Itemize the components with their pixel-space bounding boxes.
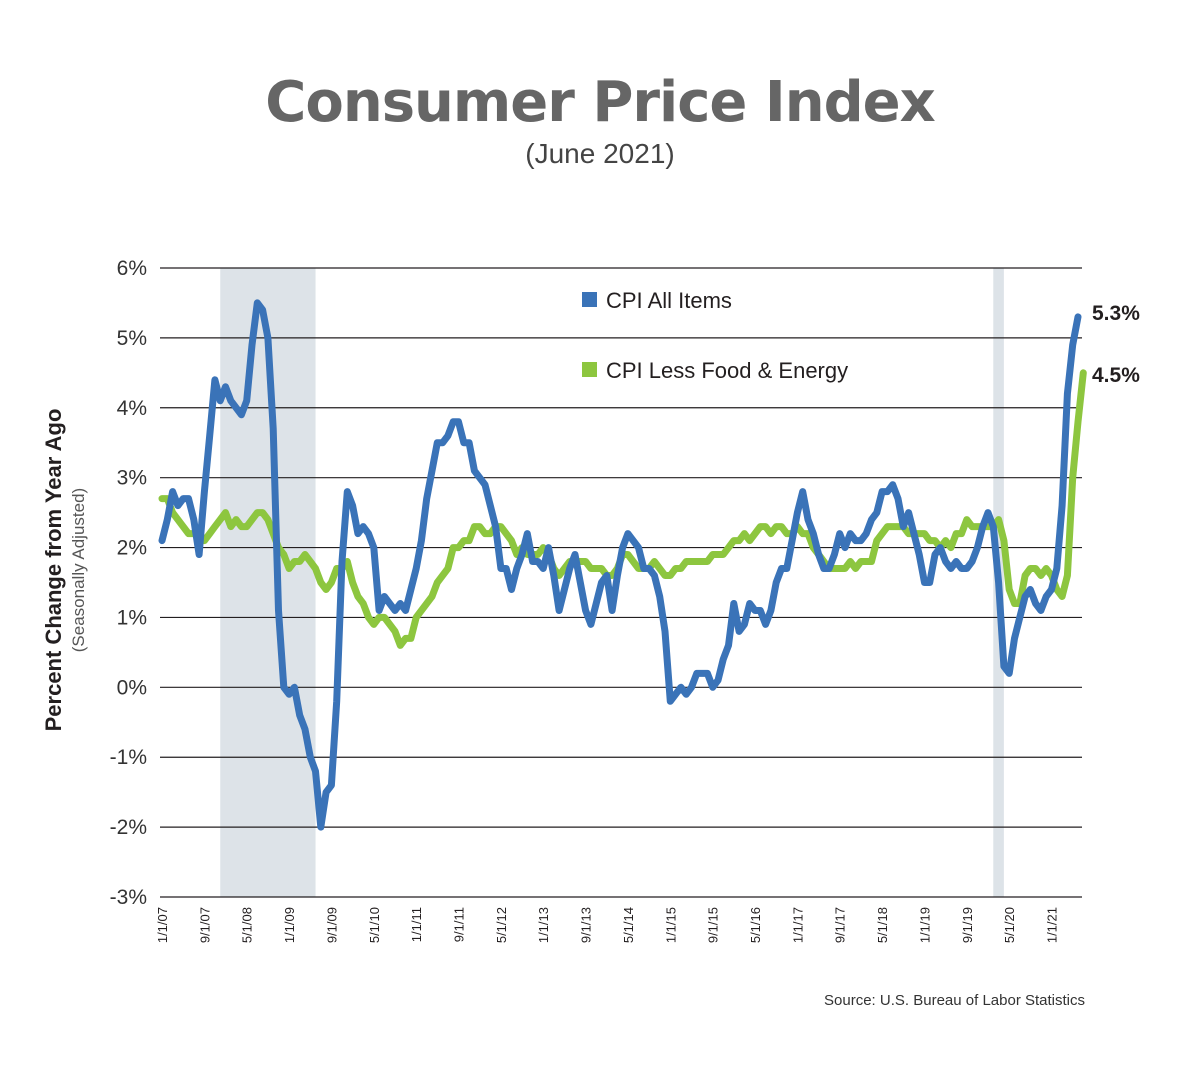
y-tick-label: 6% (117, 257, 147, 280)
legend-swatch-core (582, 362, 597, 377)
x-tick-label: 5/1/12 (494, 907, 509, 943)
x-tick-label: 5/1/18 (875, 907, 890, 943)
chart-title: Consumer Price Index (265, 70, 936, 135)
x-tick-label: 1/1/19 (917, 907, 932, 943)
x-tick-label: 9/1/19 (960, 907, 975, 943)
y-tick-label: 5% (117, 327, 147, 350)
x-tick-label: 1/1/13 (536, 907, 551, 943)
x-tick-label: 1/1/15 (663, 907, 678, 943)
x-tick-label: 1/1/17 (790, 907, 805, 943)
series-lines (158, 299, 1087, 831)
legend-label-all-items: CPI All Items (606, 288, 732, 313)
legend-swatch-all-items (582, 292, 597, 307)
y-tick-label: -3% (110, 886, 147, 909)
y-tick-label: 1% (117, 606, 147, 629)
x-tick-label: 1/1/21 (1045, 907, 1060, 943)
x-tick-label: 9/1/09 (324, 907, 339, 943)
x-tick-label: 5/1/08 (240, 907, 255, 943)
y-tick-label: 2% (117, 537, 147, 560)
x-tick-label: 1/1/07 (155, 907, 170, 943)
y-tick-label: -1% (110, 746, 147, 769)
y-tick-label: -2% (110, 816, 147, 839)
end-label-all-items: 5.3% (1092, 302, 1140, 325)
x-tick-label: 9/1/15 (706, 907, 721, 943)
source-note: Source: U.S. Bureau of Labor Statistics (824, 992, 1085, 1009)
end-labels: 5.3% 4.5% (1092, 302, 1140, 387)
y-tick-label: 3% (117, 467, 147, 490)
x-tick-label: 9/1/11 (452, 907, 467, 942)
x-tick-label: 5/1/10 (367, 907, 382, 943)
chart-subtitle: (June 2021) (525, 138, 675, 169)
x-tick-label: 5/1/14 (621, 907, 636, 943)
series-line-all-items (158, 299, 1082, 831)
x-tick-label: 1/1/09 (282, 907, 297, 943)
legend-label-core: CPI Less Food & Energy (606, 358, 848, 383)
x-tick-label: 9/1/17 (833, 907, 848, 943)
x-tick-label: 1/1/11 (409, 907, 424, 942)
x-tick-label: 9/1/07 (197, 907, 212, 943)
y-tick-label: 4% (117, 397, 147, 420)
x-tick-labels: 1/1/07 9/1/07 5/1/08 1/1/09 9/1/09 5/1/10 1/1/… (155, 907, 1060, 943)
legend: CPI All Items CPI Less Food & Energy (582, 288, 848, 383)
end-label-core: 4.5% (1092, 364, 1140, 387)
x-tick-label: 5/1/16 (748, 907, 763, 943)
x-tick-label: 9/1/13 (579, 907, 594, 943)
x-tick-label: 5/1/20 (1002, 907, 1017, 943)
y-tick-label: 0% (117, 676, 147, 699)
y-tick-labels: 6% 5% 4% 3% 2% 1% 0% -1% -2% -3% (110, 257, 147, 909)
